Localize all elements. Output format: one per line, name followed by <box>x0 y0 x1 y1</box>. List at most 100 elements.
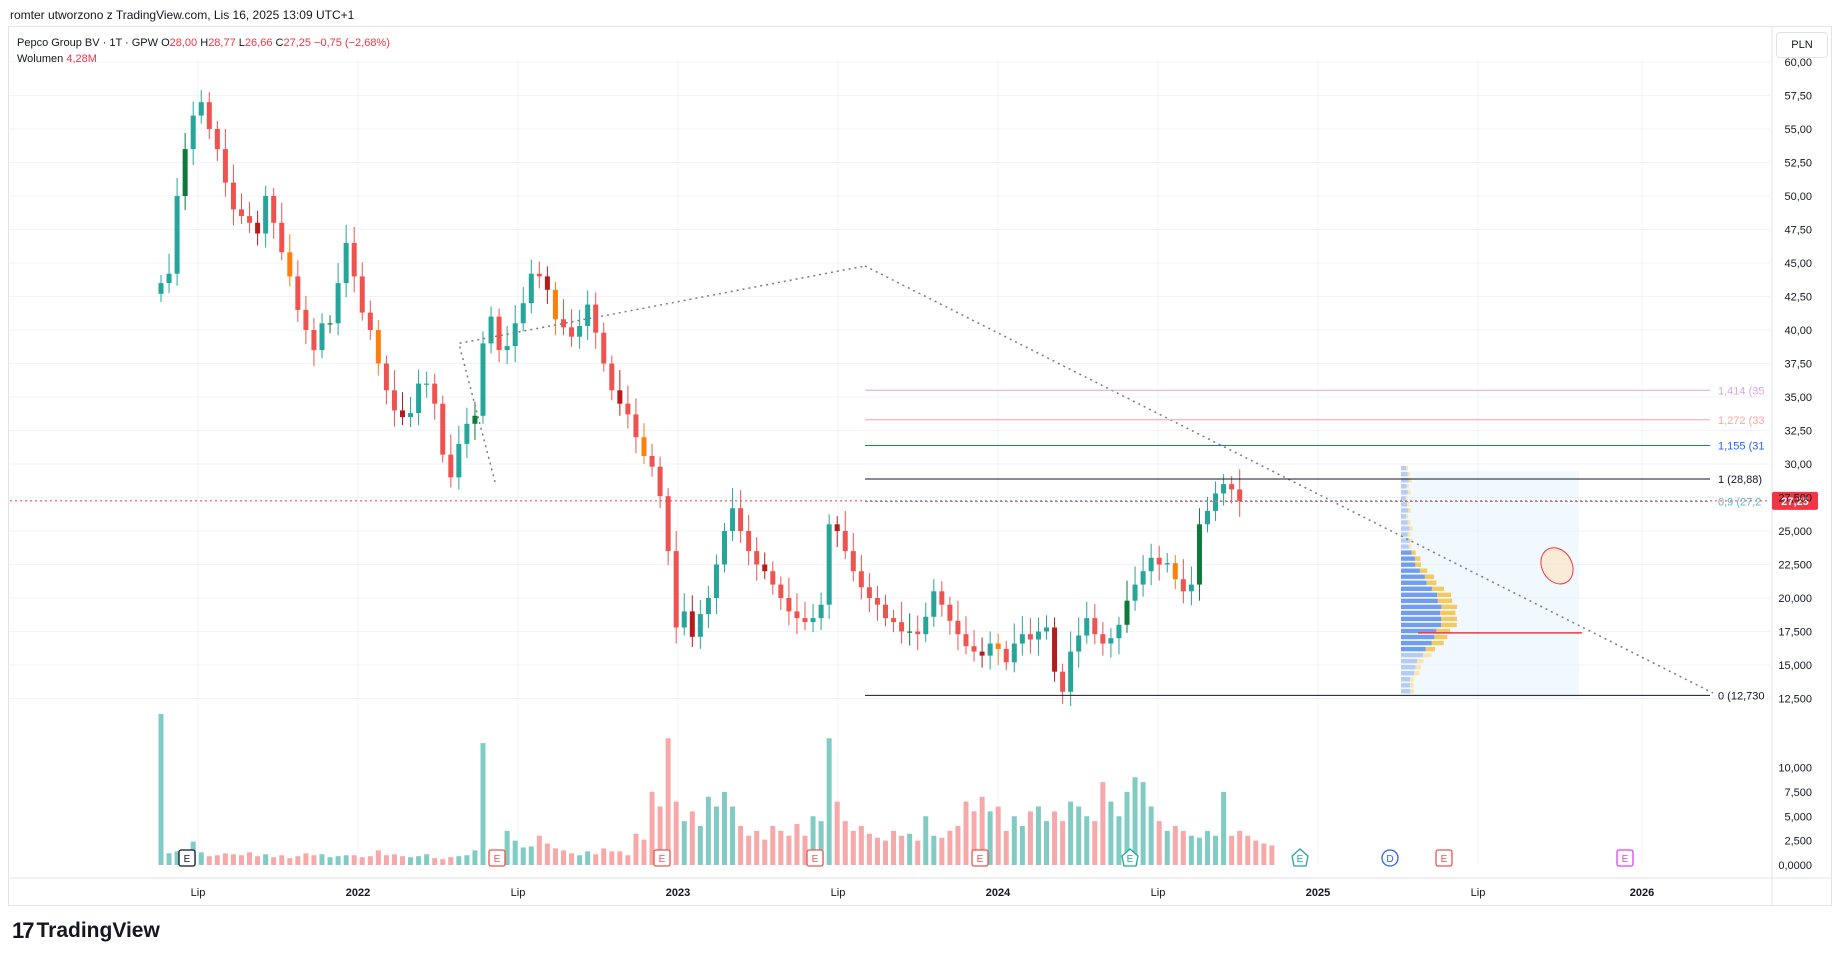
volume-bar <box>1116 816 1122 865</box>
volume-profile-bar-up <box>1410 683 1414 688</box>
volume-bar <box>585 851 591 865</box>
volume-bar <box>1068 801 1074 865</box>
candle-body <box>730 508 736 531</box>
volume-profile-bar-up <box>1406 466 1409 471</box>
earnings-marker-letter: E <box>659 854 666 865</box>
volume-bar <box>255 856 261 865</box>
volume-profile-bar-up <box>1407 520 1411 525</box>
candle-body <box>995 643 1001 649</box>
candle-body <box>681 611 687 628</box>
candle-body <box>939 591 945 605</box>
price-tick-label: 20,000 <box>1778 593 1812 605</box>
candle-body <box>295 276 301 310</box>
candle-body <box>367 312 373 330</box>
candle-body <box>561 319 566 328</box>
volume-profile-bar <box>1401 556 1415 561</box>
volume-profile-bar <box>1401 550 1412 555</box>
time-tick-label: 2023 <box>666 887 690 899</box>
volume-profile-bar-up <box>1415 665 1422 670</box>
candle-body <box>1027 634 1033 640</box>
candle-body <box>1196 524 1202 585</box>
currency-button[interactable]: PLN <box>1776 32 1828 58</box>
volume-bar <box>416 856 422 865</box>
volume-bar <box>802 835 808 865</box>
volume-bar <box>472 850 478 865</box>
candle-body <box>1044 627 1049 632</box>
candle-body <box>544 276 550 290</box>
volume-bar <box>214 855 220 865</box>
volume-profile-bar-up <box>1406 484 1409 489</box>
volume-bar <box>907 833 913 865</box>
tradingview-logo[interactable]: 17 TradingView <box>12 918 160 944</box>
legend-low: 26,66 <box>244 37 273 49</box>
volume-bar <box>1261 843 1267 865</box>
candle-body <box>770 571 776 585</box>
candle-body <box>464 423 470 444</box>
candle-body <box>158 283 164 294</box>
volume-bar <box>1132 777 1138 865</box>
volume-profile-bar-up <box>1436 628 1451 634</box>
volume-profile-bar-up <box>1441 616 1458 622</box>
highlight-ellipse <box>1540 547 1574 585</box>
legend-volume-label: Wolumen <box>17 53 64 65</box>
volume-bar <box>1027 811 1033 865</box>
volume-bar <box>544 843 550 865</box>
candle-body <box>214 129 220 150</box>
volume-profile-bar-up <box>1424 574 1435 579</box>
candle-body <box>198 102 204 116</box>
fib-level-label: 1,414 (35 <box>1718 385 1764 397</box>
legend-change: −0,75 (−2,68%) <box>314 37 390 49</box>
candle-body <box>1076 635 1082 652</box>
volume-bar <box>1092 821 1098 865</box>
volume-tick-label: 5,000 <box>1784 811 1812 823</box>
legend-high-label: H <box>200 37 209 49</box>
volume-profile-bar <box>1401 671 1415 676</box>
volume-profile-bar <box>1401 478 1409 483</box>
volume-profile-bar-up <box>1437 598 1453 604</box>
candle-body <box>1116 624 1122 639</box>
time-tick-label: 2022 <box>346 887 370 899</box>
candle-body <box>1100 634 1106 644</box>
volume-bar <box>625 855 631 865</box>
price-tick-label: 47,50 <box>1784 225 1812 237</box>
volume-profile-bar-up <box>1407 472 1411 477</box>
volume-bar <box>1237 830 1243 865</box>
candle-body <box>1237 489 1243 501</box>
price-tick-label: 50,00 <box>1784 191 1812 203</box>
candle-body <box>375 330 381 364</box>
volume-bar <box>400 856 405 865</box>
candle-body <box>1108 638 1114 644</box>
volume-bar <box>874 837 880 865</box>
fib-level-label: 0 (12,730 <box>1718 690 1764 702</box>
price-tick-label: 25,000 <box>1778 526 1812 538</box>
candle-body <box>206 102 212 129</box>
candle-body <box>834 524 840 531</box>
candle-body <box>359 276 365 313</box>
candle-body <box>1156 557 1162 565</box>
candle-body <box>1011 643 1017 663</box>
volume-bar <box>915 840 921 865</box>
volume-profile-bar <box>1401 508 1409 513</box>
volume-bar <box>842 821 848 865</box>
time-tick-label: Lip <box>1151 887 1166 899</box>
candle-body <box>1052 627 1058 672</box>
volume-bar <box>939 837 945 865</box>
volume-profile-bar-up <box>1411 550 1416 555</box>
time-tick-label: Lip <box>191 887 206 899</box>
volume-bar <box>1172 826 1178 865</box>
volume-bar <box>1140 782 1146 865</box>
volume-bar <box>561 850 566 865</box>
volume-bar <box>383 855 389 865</box>
volume-bar <box>239 855 244 865</box>
candle-body <box>255 222 261 234</box>
earnings-marker-letter: D <box>1386 854 1393 865</box>
candle-body <box>287 252 293 277</box>
candle-body <box>762 564 768 572</box>
candle-body <box>1019 634 1025 644</box>
candle-body <box>633 414 639 438</box>
earnings-marker-letter: E <box>494 854 501 865</box>
price-tick-label: 52,50 <box>1784 158 1812 170</box>
volume-profile-bar <box>1401 616 1442 622</box>
price-tick-label: 37,50 <box>1784 359 1812 371</box>
